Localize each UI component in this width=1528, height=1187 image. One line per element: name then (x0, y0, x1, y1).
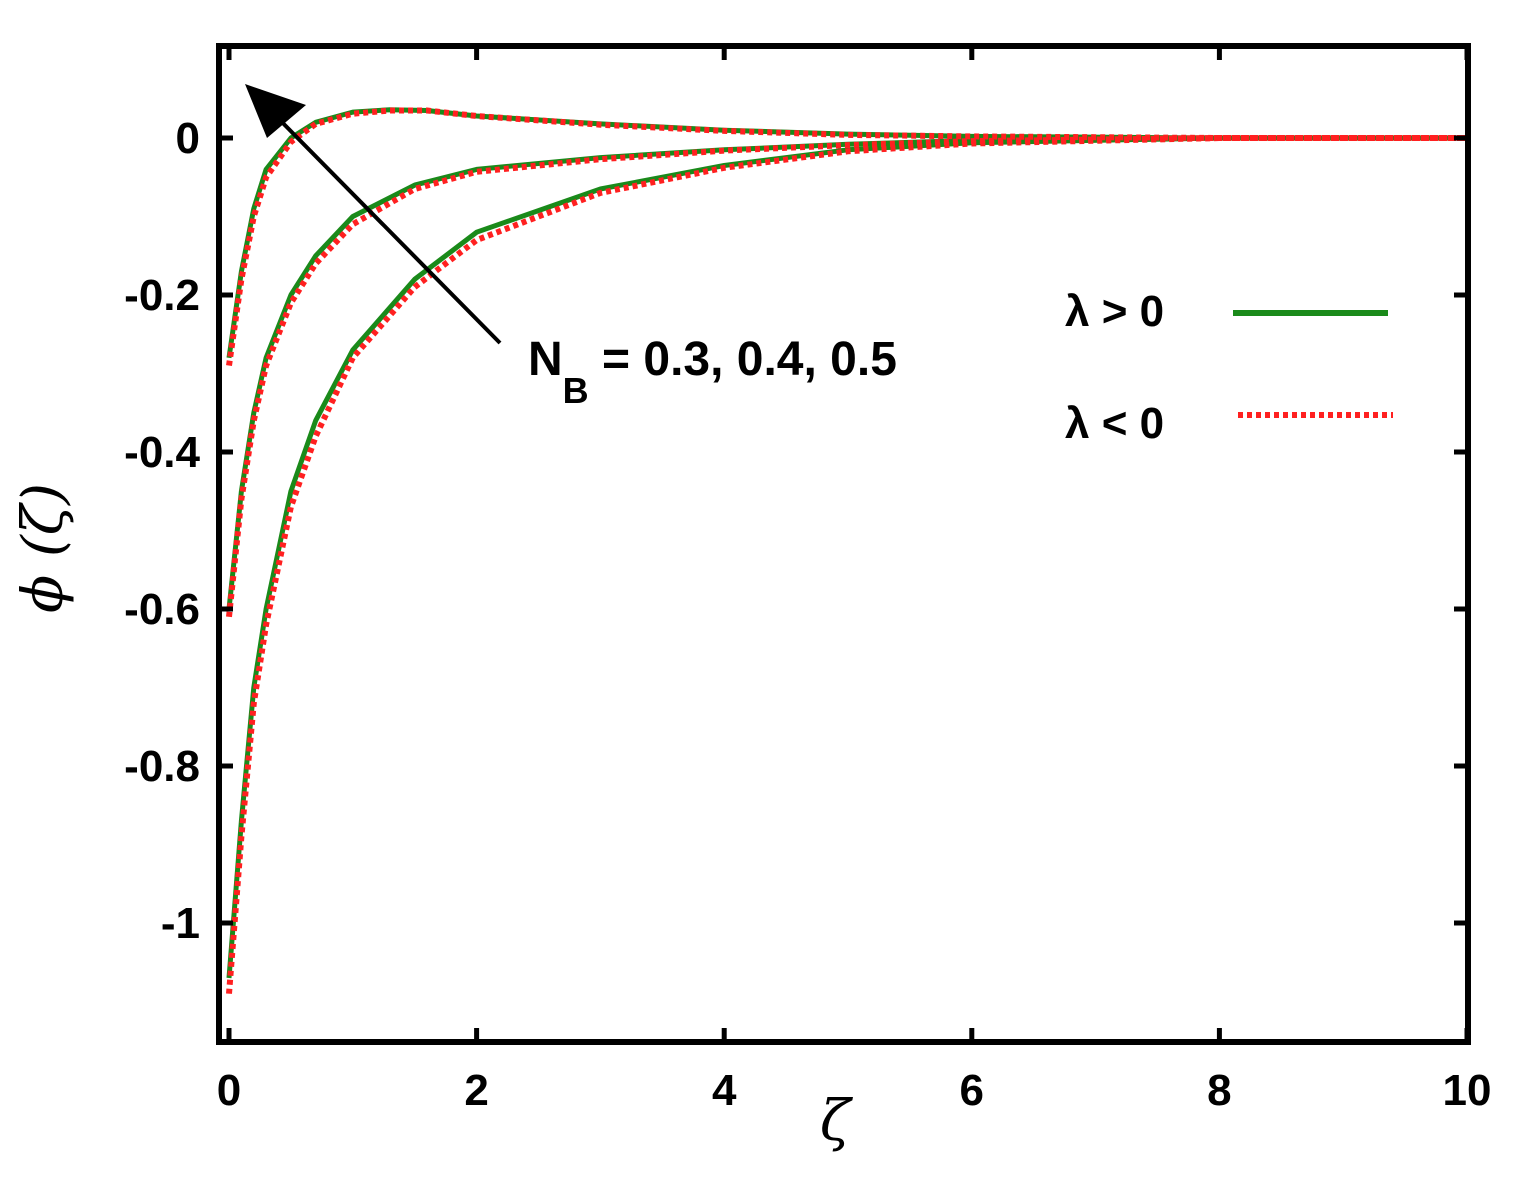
y-tick-label: -0.6 (124, 585, 200, 634)
annotation-label: NB = 0.3, 0.4, 0.5 (528, 333, 897, 411)
series-line-4 (226, 107, 1467, 367)
series-line-5 (226, 135, 1467, 618)
annotation-values: = 0.3, 0.4, 0.5 (589, 333, 897, 386)
legend-label-lambda-positive: λ > 0 (1065, 287, 1164, 336)
x-tick-label: 2 (464, 1066, 488, 1115)
x-tick-label: 6 (960, 1066, 984, 1115)
legend-label-lambda-negative: λ < 0 (1065, 399, 1164, 448)
y-tick-label: -1 (161, 899, 200, 948)
y-tick-label: -0.8 (124, 742, 200, 791)
x-tick-label: 4 (712, 1066, 737, 1115)
series-layer (226, 107, 1467, 994)
x-tick-label: 8 (1207, 1066, 1231, 1115)
x-axis-label: ζ (820, 1089, 854, 1154)
y-tick-label: -0.4 (124, 428, 200, 477)
legend: λ > 0 λ < 0 (1065, 287, 1393, 448)
y-tick-label: -0.2 (124, 271, 200, 320)
y-tick-label: 0 (176, 114, 200, 163)
plot-frame (216, 43, 1471, 1045)
annotation-main: N (528, 333, 563, 386)
x-tick-label: 10 (1443, 1066, 1492, 1115)
annotation-subscript: B (563, 370, 589, 411)
series-line-6 (226, 135, 1467, 994)
plot-area (219, 46, 1468, 1042)
x-tick-label: 0 (217, 1066, 241, 1115)
y-axis-label: ϕ (ζ) (11, 483, 76, 613)
annotation-arrow (245, 84, 502, 345)
ticks-layer: 0 2 4 6 8 10 0 -0.2 -0.4 -0.6 -0.8 -1 (124, 46, 1491, 1115)
